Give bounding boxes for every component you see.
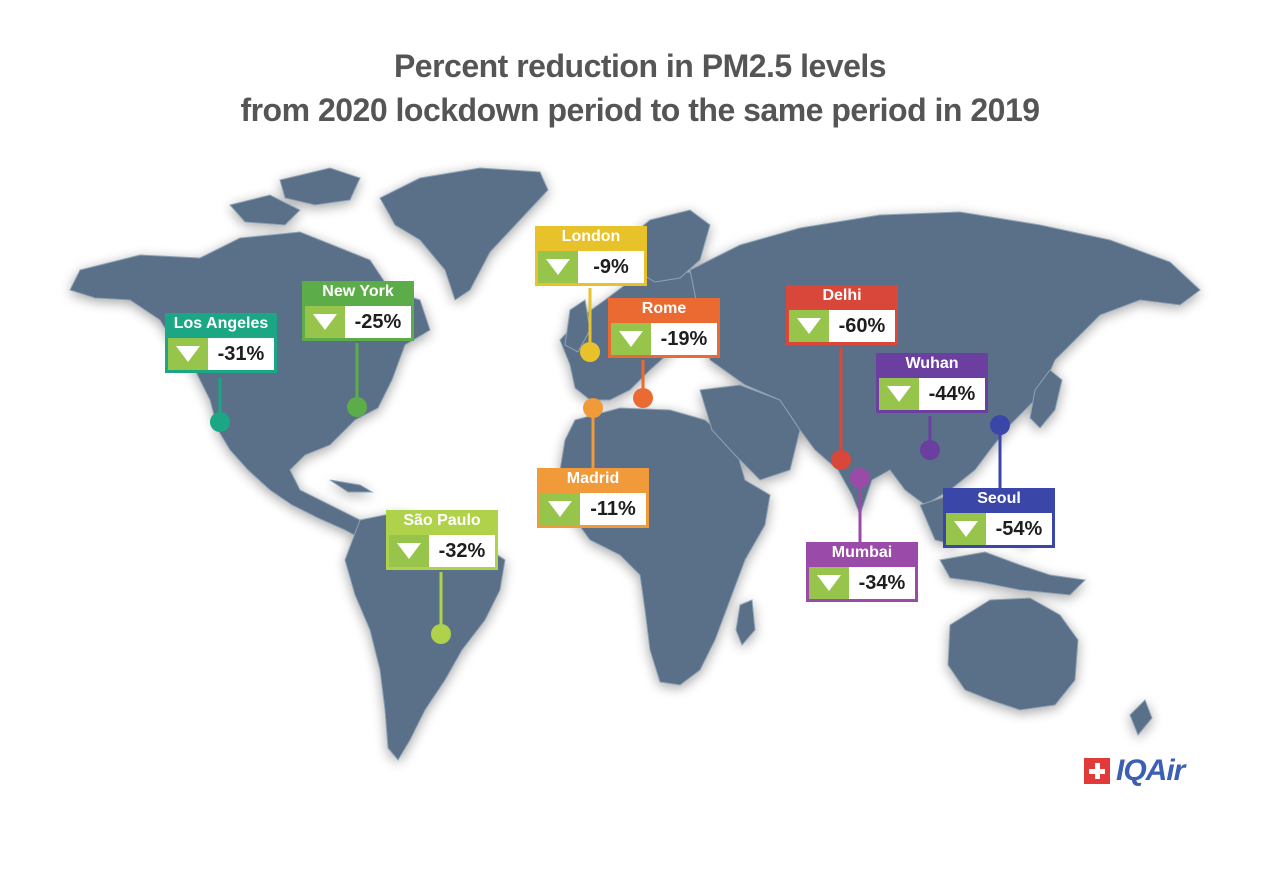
connector-new-york	[347, 343, 367, 417]
down-arrow-icon	[540, 493, 580, 525]
down-arrow-icon	[168, 338, 208, 370]
reduction-value: -32%	[438, 539, 486, 562]
city-name: Madrid	[537, 468, 649, 490]
swiss-cross-icon	[1084, 758, 1110, 784]
reduction-value: -44%	[928, 382, 976, 405]
value-box: -25%	[302, 303, 414, 341]
callout-wuhan: Wuhan -44%	[876, 353, 988, 413]
value-box: -34%	[806, 564, 918, 602]
callout-rome: Rome -19%	[608, 298, 720, 358]
reduction-value: -9%	[593, 255, 629, 278]
down-arrow-icon	[879, 378, 919, 410]
callout-sao-paulo: São Paulo -32%	[386, 510, 498, 570]
connector-delhi	[831, 348, 851, 470]
callout-new-york: New York -25%	[302, 281, 414, 341]
callout-mumbai: Mumbai -34%	[806, 542, 918, 602]
value-box: -31%	[165, 335, 277, 373]
down-arrow-icon	[611, 323, 651, 355]
connector-london	[580, 288, 600, 362]
reduction-value: -60%	[838, 314, 886, 337]
down-arrow-icon	[389, 535, 429, 567]
value-box: -54%	[943, 510, 1055, 548]
connector-rome	[633, 360, 653, 408]
callout-madrid: Madrid -11%	[537, 468, 649, 528]
iqair-logo: IQAir	[1084, 754, 1185, 788]
callout-london: London -9%	[535, 226, 647, 286]
value-box: -9%	[535, 248, 647, 286]
connector-seoul	[990, 415, 1010, 488]
value-box: -60%	[786, 307, 898, 345]
down-arrow-icon	[809, 567, 849, 599]
city-name: Rome	[608, 298, 720, 320]
reduction-value: -19%	[660, 327, 708, 350]
value-box: -32%	[386, 532, 498, 570]
connector-wuhan	[920, 416, 940, 460]
connector-sao-paulo	[431, 572, 451, 644]
city-name: Los Angeles	[165, 313, 277, 335]
city-name: Seoul	[943, 488, 1055, 510]
city-name: São Paulo	[386, 510, 498, 532]
down-arrow-icon	[538, 251, 578, 283]
value-box: -44%	[876, 375, 988, 413]
chart-title: Percent reduction in PM2.5 levels from 2…	[0, 44, 1280, 132]
logo-text: IQAir	[1116, 754, 1185, 787]
down-arrow-icon	[946, 513, 986, 545]
connector-madrid	[583, 398, 603, 468]
down-arrow-icon	[789, 310, 829, 342]
connector-los-angeles	[210, 378, 230, 432]
reduction-value: -25%	[354, 310, 402, 333]
connector-mumbai	[850, 468, 870, 542]
title-line-2: from 2020 lockdown period to the same pe…	[240, 92, 1040, 128]
reduction-value: -31%	[217, 342, 265, 365]
value-box: -19%	[608, 320, 720, 358]
city-name: Wuhan	[876, 353, 988, 375]
reduction-value: -54%	[995, 517, 1043, 540]
callout-seoul: Seoul -54%	[943, 488, 1055, 548]
callout-los-angeles: Los Angeles -31%	[165, 313, 277, 373]
city-name: Delhi	[786, 285, 898, 307]
city-name: London	[535, 226, 647, 248]
city-name: New York	[302, 281, 414, 303]
reduction-value: -34%	[858, 571, 906, 594]
reduction-value: -11%	[590, 497, 636, 520]
title-line-1: Percent reduction in PM2.5 levels	[393, 48, 887, 84]
down-arrow-icon	[305, 306, 345, 338]
value-box: -11%	[537, 490, 649, 528]
city-name: Mumbai	[806, 542, 918, 564]
callout-delhi: Delhi -60%	[786, 285, 898, 345]
